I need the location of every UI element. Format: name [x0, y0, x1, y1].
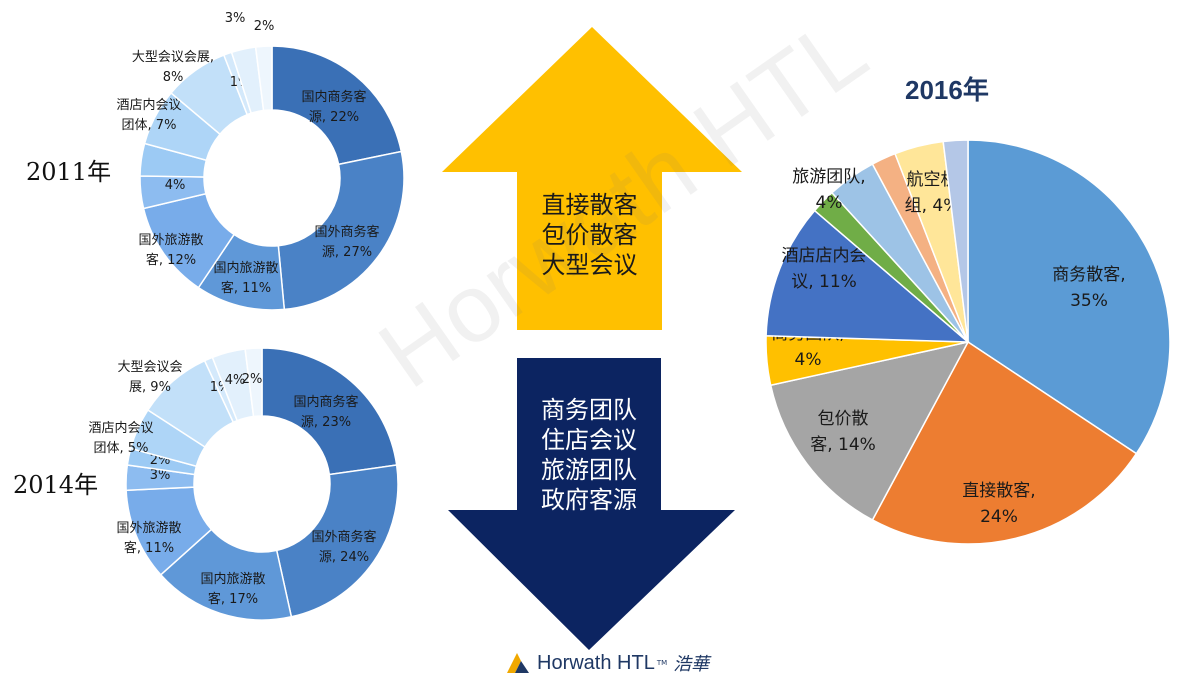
donut-2011-slice-0 [271, 45, 403, 166]
donut-2014-slice-label-1: 国外商务客源, 24% [311, 529, 376, 565]
up-arrow-text: 直接散客 包价散客 大型会议 [517, 190, 662, 280]
year-label-2011: 2011年 [26, 158, 112, 186]
donut-2014-slice-10 [244, 347, 263, 418]
down-arrow-shape [448, 358, 735, 650]
donut-2011-slice-label-3: 国外旅游散客, 12% [138, 233, 203, 268]
logo-cn-text: 浩華 [673, 654, 710, 675]
pie-2016-slice-9 [942, 139, 969, 343]
donut-2014-slice-label-10: 2% [242, 372, 263, 387]
donut-2011-slice-label-5: 4% [165, 178, 186, 193]
year-label-2014: 2014年 [13, 471, 99, 499]
donut-2014-slice-label-6: 酒店内会议团体, 5% [88, 420, 153, 456]
donut-2014-slice-label-7: 大型会议会展, 9% [117, 360, 182, 395]
donut-2011-slice-label-9: 3% [225, 11, 246, 26]
up-arrow-shape [442, 27, 742, 330]
down-arrow-line: 商务团队 [541, 396, 637, 424]
donut-2011-slice-label-1: 国外商务客源, 27% [314, 224, 379, 260]
logo-tm: TM [656, 659, 668, 667]
pie-2016-slice-4 [765, 209, 971, 343]
pie-2016-slice-2 [769, 340, 970, 521]
down-arrow-line: 旅游团队 [541, 456, 637, 484]
donut-2011-slice-label-7: 大型会议会展, 8% [132, 50, 214, 85]
donut-2014-slice-label-0: 国内商务客源, 23% [293, 394, 358, 430]
up-arrow-line: 大型会议 [541, 251, 638, 279]
donut-2011-slice-label-0: 国内商务客源, 22% [301, 89, 366, 125]
down-arrow-line: 住店会议 [541, 426, 637, 454]
pie-chart-2016: 商务散客,35%直接散客,24%包价散客, 14%商务团队,4%酒店店内会议, … [765, 139, 1171, 545]
donut-2011-slice-label-6: 酒店内会议团体, 7% [116, 97, 181, 133]
donut-2011-slice-label-10: 2% [254, 19, 275, 34]
donut-2014-slice-label-2: 国内旅游散客, 17% [200, 571, 265, 607]
donut-2014-slice-1 [275, 464, 399, 618]
pie-2016-slice-label-6: 旅游团队, 4% [792, 167, 865, 213]
pie-2016-slice-label-4: 酒店店内会议, 11% [782, 246, 867, 292]
down-arrow-line: 政府客源 [541, 486, 637, 514]
donut-2011-slice-1 [277, 150, 405, 311]
donut-2011-slice-label-2: 国内旅游散客, 11% [213, 260, 278, 296]
chart-title-2016: 2016年 [905, 75, 989, 105]
company-logo: Horwath HTL TM 浩華 [505, 650, 709, 676]
logo-mark-icon [507, 653, 529, 673]
pie-2016-slice-label-1: 直接散客, 24% [962, 481, 1035, 527]
donut-2011-slice-10 [254, 45, 273, 112]
pie-2016-slice-label-2: 包价散客, 14% [810, 409, 876, 455]
up-arrow-line: 包价散客 [541, 221, 638, 249]
donut-chart-2014: 国内商务客源, 23% 国外商务客源, 24% 国内旅游散客, 17% 国外旅游散客,… [88, 347, 399, 621]
donut-chart-2011: 国内商务客源, 22% 国外商务客源, 27% 国内旅游散客, 11% 国外旅游散客,… [116, 11, 405, 311]
up-arrow-line: 直接散客 [541, 191, 638, 219]
pie-2016-slice-1 [871, 340, 1138, 545]
donut-2014-slice-label-4: 3% [150, 468, 171, 483]
donut-2014-slice-label-9: 4% [225, 373, 246, 388]
donut-2014-slice-label-3: 国外旅游散客, 11% [116, 521, 181, 556]
down-arrow-text: 商务团队 住店会议 旅游团队 政府客源 [517, 395, 661, 515]
donut-2014-slice-0 [261, 347, 398, 476]
pie-2016-slice-label-8: 航空机组, 4% [905, 170, 960, 216]
pie-2016-slice-label-0: 商务散客, 35% [1052, 265, 1125, 311]
logo-text: Horwath HTL [537, 651, 655, 674]
